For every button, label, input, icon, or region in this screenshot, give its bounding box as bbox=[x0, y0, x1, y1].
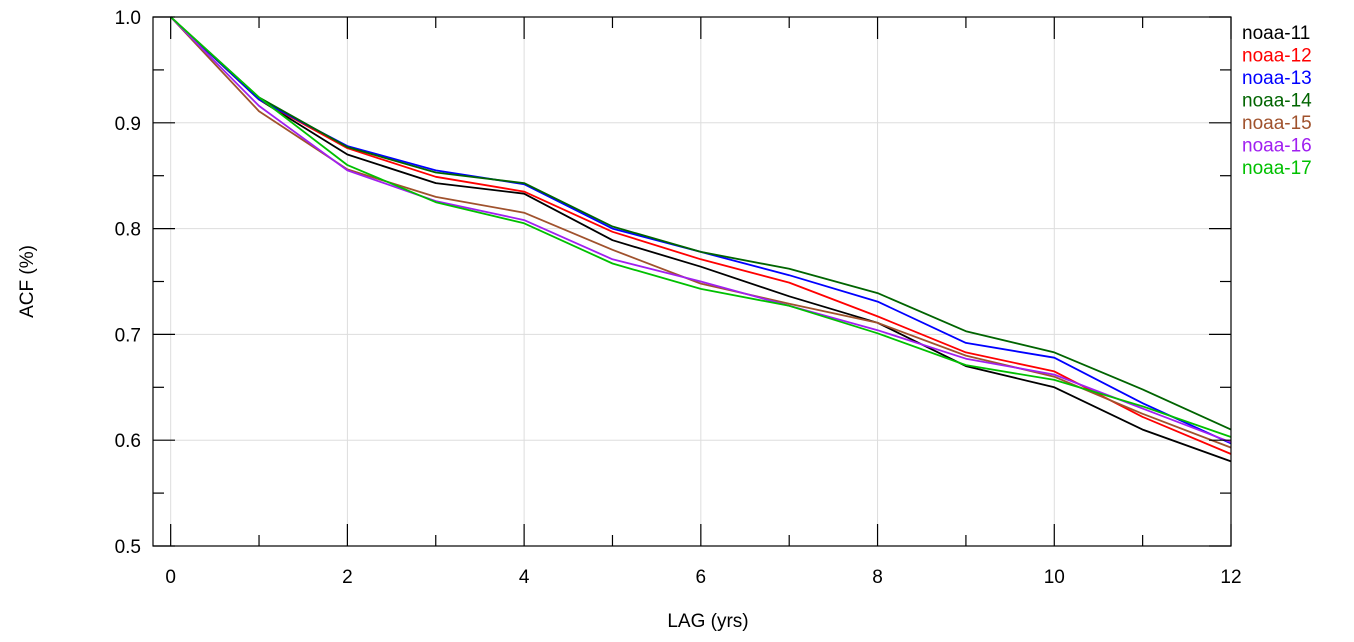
legend-entry-noaa-16: noaa-16 bbox=[1242, 136, 1312, 157]
legend-entry-noaa-13: noaa-13 bbox=[1242, 68, 1312, 89]
x-axis-tick-labels: 0 2 4 6 8 10 12 bbox=[165, 567, 1241, 588]
y-axis-tick-labels: 0.5 0.6 0.7 0.8 0.9 1.0 bbox=[115, 8, 141, 558]
y-tick-label: 0.9 bbox=[115, 114, 141, 135]
grid bbox=[153, 17, 1231, 546]
y-axis-label: ACF (%) bbox=[17, 245, 38, 318]
y-tick-label: 0.7 bbox=[115, 325, 141, 346]
series-line-noaa-16 bbox=[170, 16, 1232, 444]
y-tick-label: 0.8 bbox=[115, 220, 141, 241]
x-tick-label: 2 bbox=[342, 567, 353, 588]
legend-entry-noaa-11: noaa-11 bbox=[1242, 23, 1310, 44]
series-line-noaa-12 bbox=[170, 16, 1232, 455]
series-line-noaa-11 bbox=[170, 16, 1232, 463]
y-tick-label: 0.5 bbox=[115, 537, 141, 558]
legend-entry-noaa-15: noaa-15 bbox=[1242, 113, 1312, 134]
legend-entry-noaa-14: noaa-14 bbox=[1242, 91, 1312, 112]
x-tick-label: 6 bbox=[696, 567, 707, 588]
series-line-noaa-14 bbox=[170, 16, 1232, 431]
x-tick-label: 10 bbox=[1044, 567, 1065, 588]
x-axis-label: LAG (yrs) bbox=[667, 611, 748, 632]
series-lines bbox=[170, 16, 1232, 463]
legend-entry-noaa-17: noaa-17 bbox=[1242, 158, 1312, 179]
series-line-noaa-17 bbox=[170, 16, 1232, 438]
legend-entry-noaa-12: noaa-12 bbox=[1242, 46, 1312, 67]
x-tick-label: 0 bbox=[165, 567, 176, 588]
axis-ticks bbox=[153, 16, 1232, 547]
x-tick-label: 4 bbox=[519, 567, 530, 588]
y-tick-label: 1.0 bbox=[115, 8, 141, 29]
y-tick-label: 0.6 bbox=[115, 431, 141, 452]
legend: noaa-11noaa-12noaa-13noaa-14noaa-15noaa-… bbox=[1242, 23, 1312, 179]
x-tick-label: 8 bbox=[872, 567, 883, 588]
plot-frame bbox=[152, 16, 1232, 547]
x-tick-label: 12 bbox=[1220, 567, 1241, 588]
